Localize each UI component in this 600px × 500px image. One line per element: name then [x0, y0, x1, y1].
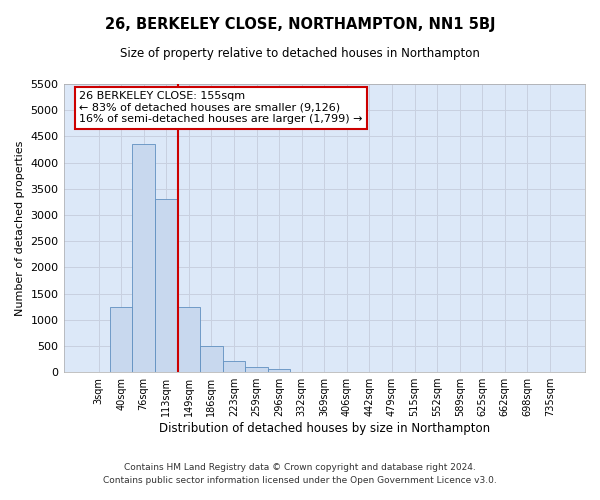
Bar	[268, 369, 290, 372]
X-axis label: Distribution of detached houses by size in Northampton: Distribution of detached houses by size …	[159, 422, 490, 435]
Y-axis label: Number of detached properties: Number of detached properties	[15, 140, 25, 316]
Text: 26, BERKELEY CLOSE, NORTHAMPTON, NN1 5BJ: 26, BERKELEY CLOSE, NORTHAMPTON, NN1 5BJ	[105, 18, 495, 32]
Text: 26 BERKELEY CLOSE: 155sqm
← 83% of detached houses are smaller (9,126)
16% of se: 26 BERKELEY CLOSE: 155sqm ← 83% of detac…	[79, 91, 362, 124]
Text: Contains HM Land Registry data © Crown copyright and database right 2024.: Contains HM Land Registry data © Crown c…	[124, 464, 476, 472]
Bar	[245, 367, 268, 372]
Text: Contains public sector information licensed under the Open Government Licence v3: Contains public sector information licen…	[103, 476, 497, 485]
Text: Size of property relative to detached houses in Northampton: Size of property relative to detached ho…	[120, 48, 480, 60]
Bar	[155, 199, 178, 372]
Bar	[200, 346, 223, 372]
Bar	[133, 144, 155, 372]
Bar	[110, 306, 133, 372]
Bar	[178, 306, 200, 372]
Bar	[223, 360, 245, 372]
